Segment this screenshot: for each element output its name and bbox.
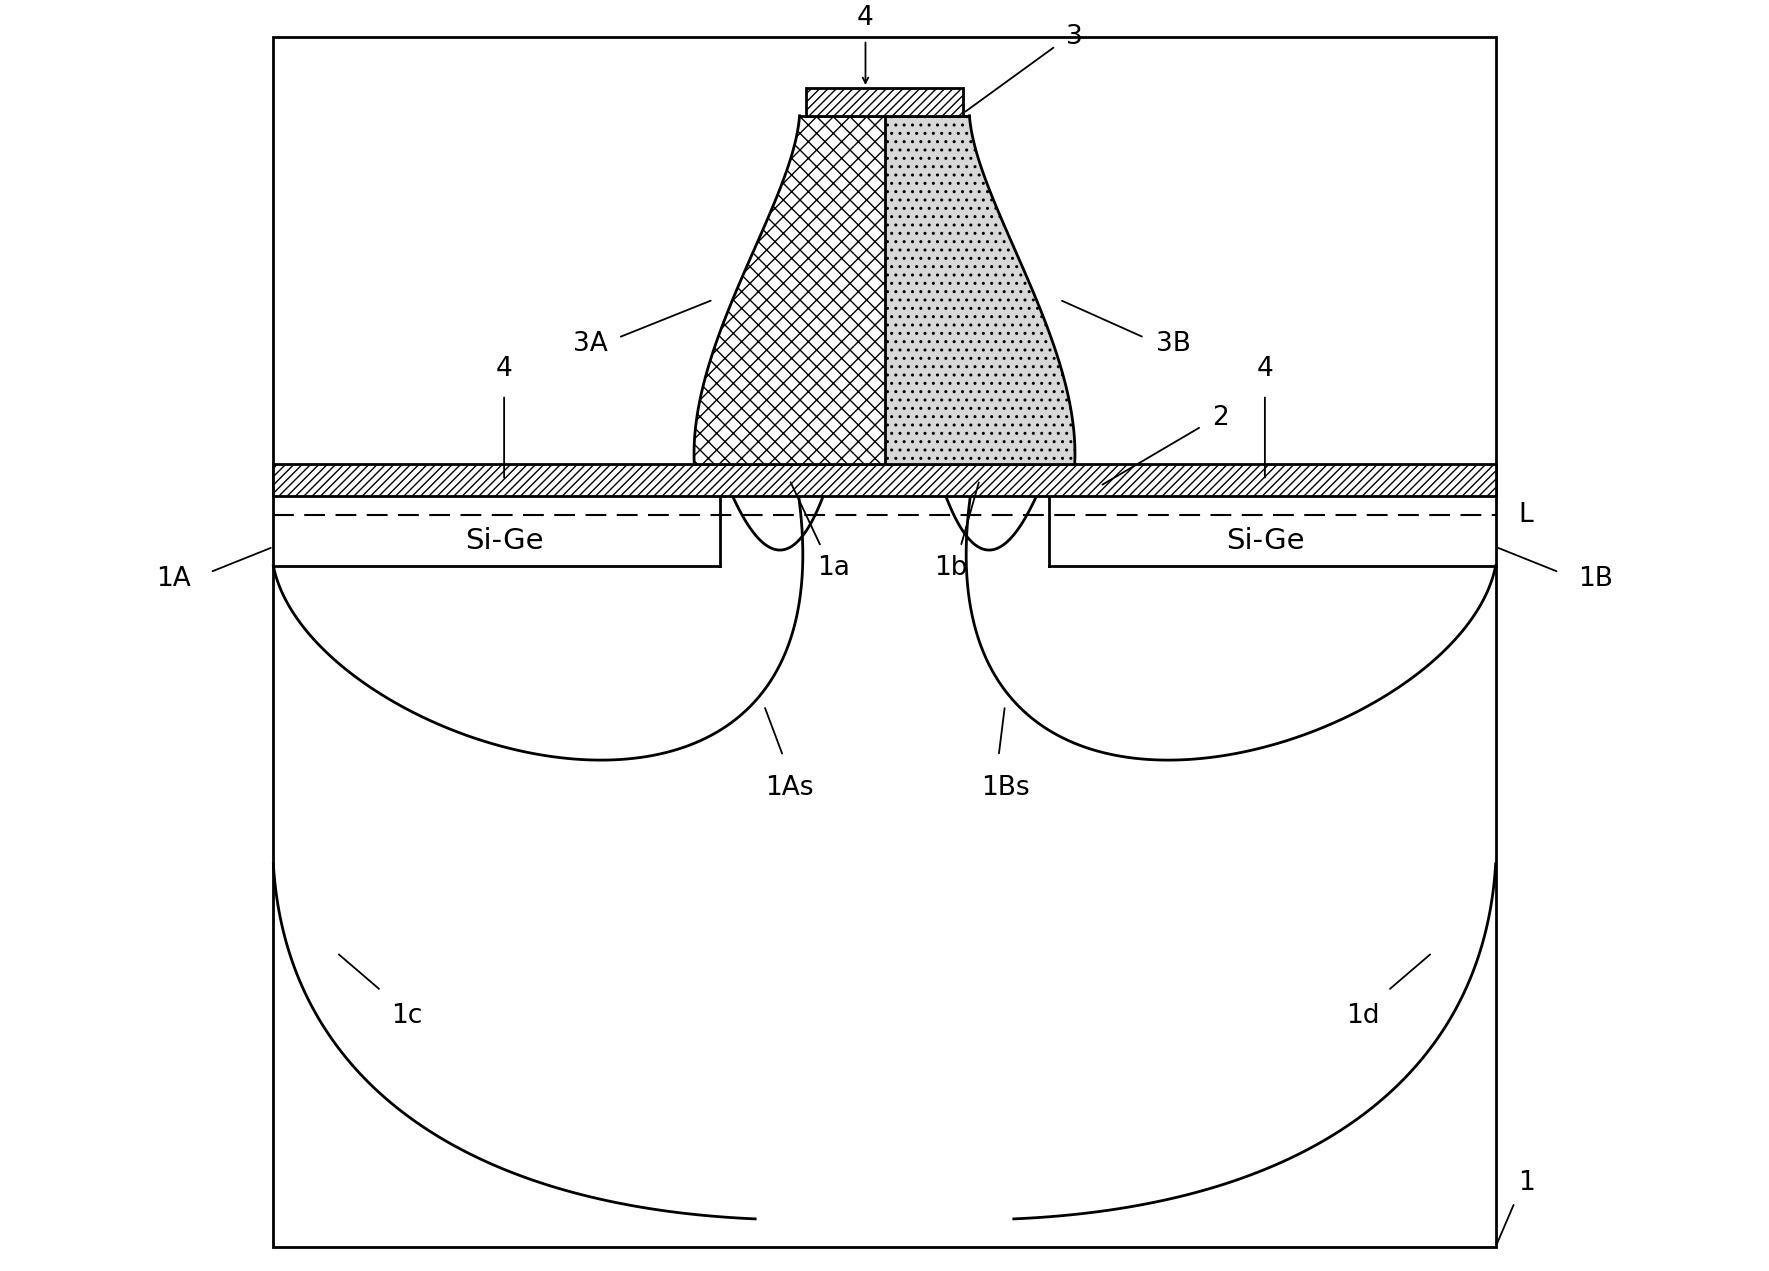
- Text: 4: 4: [495, 356, 513, 383]
- Text: 3A: 3A: [573, 330, 609, 357]
- Text: 1: 1: [1518, 1171, 1535, 1196]
- Bar: [274, 464, 1495, 496]
- Text: 3B: 3B: [1157, 330, 1191, 357]
- Text: 1Bs: 1Bs: [980, 775, 1030, 801]
- Text: 1d: 1d: [1346, 1003, 1380, 1030]
- Text: Si-Ge: Si-Ge: [1226, 526, 1304, 554]
- Text: Si-Ge: Si-Ge: [465, 526, 543, 554]
- Polygon shape: [884, 116, 1076, 464]
- Bar: [807, 88, 962, 116]
- Text: 1b: 1b: [934, 555, 968, 581]
- Text: 1B: 1B: [1578, 566, 1613, 591]
- Polygon shape: [693, 116, 884, 464]
- Text: 4: 4: [1256, 356, 1274, 383]
- Text: 4: 4: [858, 5, 874, 32]
- Text: 1As: 1As: [766, 775, 814, 801]
- Text: L: L: [1518, 502, 1534, 529]
- Text: 1a: 1a: [817, 555, 851, 581]
- Text: 2: 2: [1212, 404, 1229, 431]
- Text: 3: 3: [1067, 24, 1083, 50]
- Text: 1c: 1c: [391, 1003, 423, 1030]
- Text: 1A: 1A: [156, 566, 191, 591]
